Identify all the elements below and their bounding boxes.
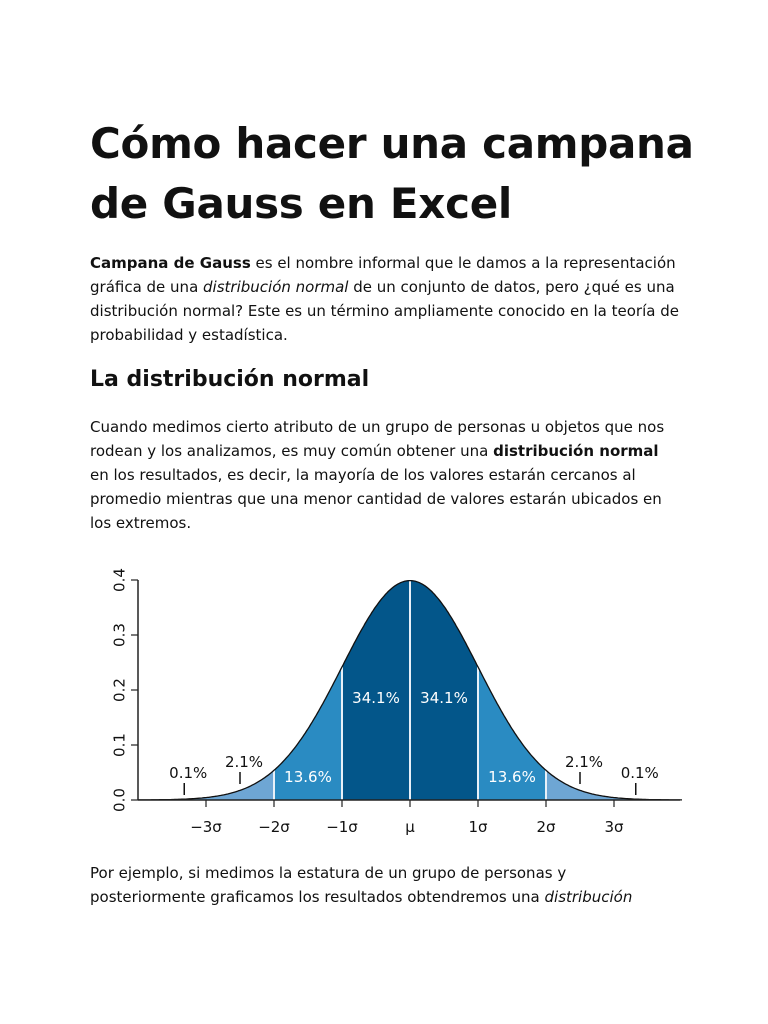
- outer-percent-label: 2.1%: [565, 753, 603, 771]
- band-percent-label: 13.6%: [488, 768, 536, 786]
- normal-distribution-chart: 0.0 0.1 0.2 0.3 0.4 −3σ −2σ −1σ μ 1σ 2σ 3σ 13.6% 34.1…: [111, 568, 682, 836]
- y-tick-label: 0.3: [111, 623, 129, 647]
- outer-percent-label: 2.1%: [225, 753, 263, 771]
- para3-text-1: Por ejemplo, si medimos la estatura de u…: [90, 864, 567, 906]
- example-paragraph: Por ejemplo, si medimos la estatura de u…: [90, 861, 680, 909]
- para3-italic: distribución: [544, 888, 633, 906]
- x-tick-label: μ: [405, 818, 415, 836]
- intro-bold: Campana de Gauss: [90, 254, 251, 272]
- band-percent-label: 13.6%: [284, 768, 332, 786]
- section-heading: La distribución normal: [90, 367, 370, 392]
- density-curve: [138, 579, 682, 801]
- y-tick-label: 0.1: [111, 733, 129, 757]
- x-tick-label: −3σ: [190, 818, 222, 836]
- outer-percent-label: 0.1%: [621, 764, 659, 782]
- intro-text-1: es el nombre informal que le damos a la …: [90, 254, 676, 296]
- outer-percent-label: 0.1%: [169, 764, 207, 782]
- intro-text-2: de un conjunto de datos, pero ¿qué es un…: [90, 278, 679, 344]
- para2-text-1: Cuando medimos cierto atributo de un gru…: [90, 418, 665, 460]
- y-tick-label: 0.2: [111, 678, 129, 702]
- para2-bold: distribución normal: [493, 442, 659, 460]
- band-area: [546, 770, 614, 800]
- band-area: [206, 770, 274, 800]
- band-percent-label: 34.1%: [420, 689, 468, 707]
- x-tick-label: 3σ: [604, 818, 624, 836]
- x-tick-label: −1σ: [326, 818, 358, 836]
- y-tick-label: 0.0: [111, 788, 129, 812]
- page-title: Cómo hacer una campana de Gauss en Excel: [90, 119, 694, 228]
- x-tick-label: −2σ: [258, 818, 290, 836]
- x-tick-label: 2σ: [536, 818, 556, 836]
- normal-distribution-paragraph: Cuando medimos cierto atributo de un gru…: [90, 415, 680, 535]
- band-percent-label: 34.1%: [352, 689, 400, 707]
- intro-italic: distribución normal: [203, 278, 349, 296]
- para2-text-2: en los resultados, es decir, la mayoría …: [90, 466, 662, 532]
- y-tick-label: 0.4: [111, 568, 129, 592]
- x-tick-label: 1σ: [468, 818, 488, 836]
- intro-paragraph: Campana de Gauss es el nombre informal q…: [90, 251, 680, 347]
